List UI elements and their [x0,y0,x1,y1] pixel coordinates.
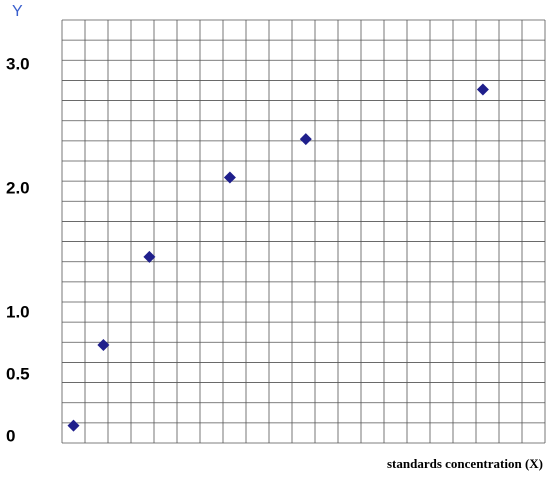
y-tick-label: 2.0 [6,178,30,197]
y-tick-label: 0.5 [6,365,30,384]
point [97,339,110,352]
point [143,250,156,263]
point [299,133,312,146]
point [223,171,236,184]
x-axis-label: standards concentration (X) [387,456,543,471]
point [67,419,80,432]
y-tick-label: 0 [6,427,15,446]
point [476,83,489,96]
y-axis-label: Y [12,3,23,20]
y-tick-label: 3.0 [6,54,30,73]
y-tick-label: 1.0 [6,303,30,322]
